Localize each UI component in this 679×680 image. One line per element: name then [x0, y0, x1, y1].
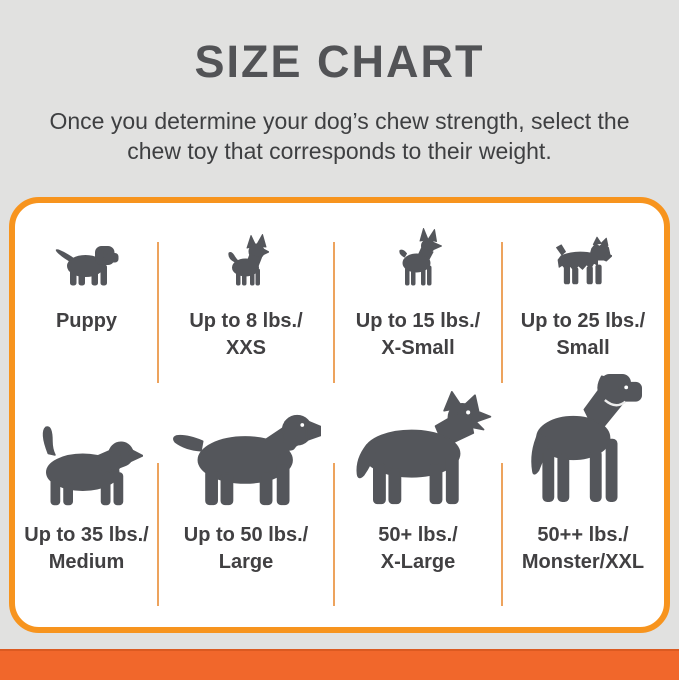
size-cell-small: Up to 25 lbs./ Small	[502, 203, 664, 380]
size-cell-puppy: Puppy	[15, 203, 159, 383]
weight-line: Up to 15 lbs./	[355, 310, 481, 332]
size-label: 50+ lbs./ X-Large	[378, 522, 458, 576]
xlarge-dog-icon	[343, 390, 493, 506]
size-cell-monster: 50++ lbs./ Monster/XXL	[502, 373, 664, 627]
size-cell-medium: Up to 35 lbs./ Medium	[15, 380, 159, 627]
medium-dog-icon	[30, 422, 143, 506]
size-line: XXS	[225, 337, 267, 359]
weight-line: Up to 35 lbs./	[24, 524, 149, 546]
weight-line: Up to 50 lbs./	[183, 524, 309, 546]
size-label: Up to 35 lbs./ Medium	[24, 522, 148, 576]
size-grid: Puppy	[15, 203, 664, 627]
size-line: Large	[218, 551, 274, 573]
size-cell-xlarge: 50+ lbs./ X-Large	[334, 380, 503, 627]
subtitle-line-1: Once you determine your dog’s chew stren…	[49, 108, 630, 134]
size-line: Small	[556, 337, 610, 359]
xsmall-dog-icon	[393, 228, 443, 286]
puppy-dog-icon	[54, 240, 119, 286]
monster-dog-icon	[524, 370, 643, 506]
size-label: Up to 25 lbs./ Small	[521, 308, 645, 362]
size-label: Puppy	[56, 308, 117, 335]
weight-line: 50++ lbs./	[537, 524, 629, 546]
subtitle-line-2: chew toy that corresponds to their weigh…	[127, 138, 552, 164]
footer-accent-bar	[0, 649, 679, 680]
size-label: 50++ lbs./ Monster/XXL	[522, 522, 644, 576]
size-line: Monster/XXL	[521, 551, 645, 573]
size-cell-xsmall: Up to 15 lbs./ X-Small	[334, 203, 503, 383]
size-line: X-Large	[380, 551, 456, 573]
weight-line: Puppy	[55, 310, 118, 332]
size-cell-large: Up to 50 lbs./ Large	[158, 380, 335, 627]
size-label: Up to 15 lbs./ X-Small	[356, 308, 480, 362]
size-cell-xxs: Up to 8 lbs./ XXS	[158, 203, 335, 383]
page-title: SIZE CHART	[194, 36, 485, 87]
size-label: Up to 8 lbs./ XXS	[189, 308, 302, 362]
weight-line: Up to 25 lbs./	[520, 310, 646, 332]
size-line: Medium	[48, 551, 125, 573]
large-dog-icon	[172, 402, 321, 506]
size-chart-panel: Puppy	[9, 197, 670, 633]
size-line: X-Small	[381, 337, 455, 359]
small-dog-icon	[554, 236, 612, 286]
weight-line: Up to 8 lbs./	[189, 310, 303, 332]
chihuahua-dog-icon	[223, 234, 269, 286]
subtitle: Once you determine your dog’s chew stren…	[0, 106, 679, 166]
size-label: Up to 50 lbs./ Large	[184, 522, 308, 576]
weight-line: 50+ lbs./	[378, 524, 458, 546]
